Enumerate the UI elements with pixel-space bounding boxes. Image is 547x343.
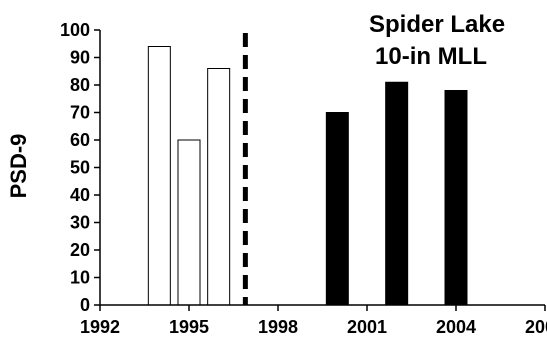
y-axis-title: PSD-9 [6, 134, 31, 199]
x-axis-ticks: 1992 1995 1998 2001 2004 2007 [80, 305, 547, 337]
annotation-line-1: Spider Lake [369, 11, 505, 38]
y-tick-label: 0 [80, 295, 90, 315]
y-tick-label: 20 [70, 240, 90, 260]
y-tick-label: 10 [70, 268, 90, 288]
y-tick-label: 70 [70, 103, 90, 123]
x-tick-label: 1995 [169, 317, 209, 337]
x-tick-label: 1998 [258, 317, 298, 337]
y-tick-label: 50 [70, 158, 90, 178]
bar-open [177, 139, 201, 306]
y-tick-label: 80 [70, 75, 90, 95]
y-tick-label: 60 [70, 130, 90, 150]
bar-open [147, 46, 171, 306]
y-tick-label: 90 [70, 48, 90, 68]
x-tick-label: 2001 [347, 317, 387, 337]
x-tick-label: 2004 [436, 317, 476, 337]
bar-filled [325, 112, 349, 306]
y-tick-label: 100 [60, 20, 90, 40]
y-axis-ticks: 0 10 20 30 40 50 60 70 80 90 100 [60, 20, 100, 315]
y-tick-label: 30 [70, 213, 90, 233]
annotation-line-2: 10-in MLL [375, 43, 487, 70]
bar-filled [385, 81, 409, 306]
x-tick-label: 2007 [525, 317, 547, 337]
bar-open [207, 68, 231, 306]
bars [147, 46, 468, 306]
y-tick-label: 40 [70, 185, 90, 205]
bar-filled [444, 90, 468, 306]
x-tick-label: 1992 [80, 317, 120, 337]
